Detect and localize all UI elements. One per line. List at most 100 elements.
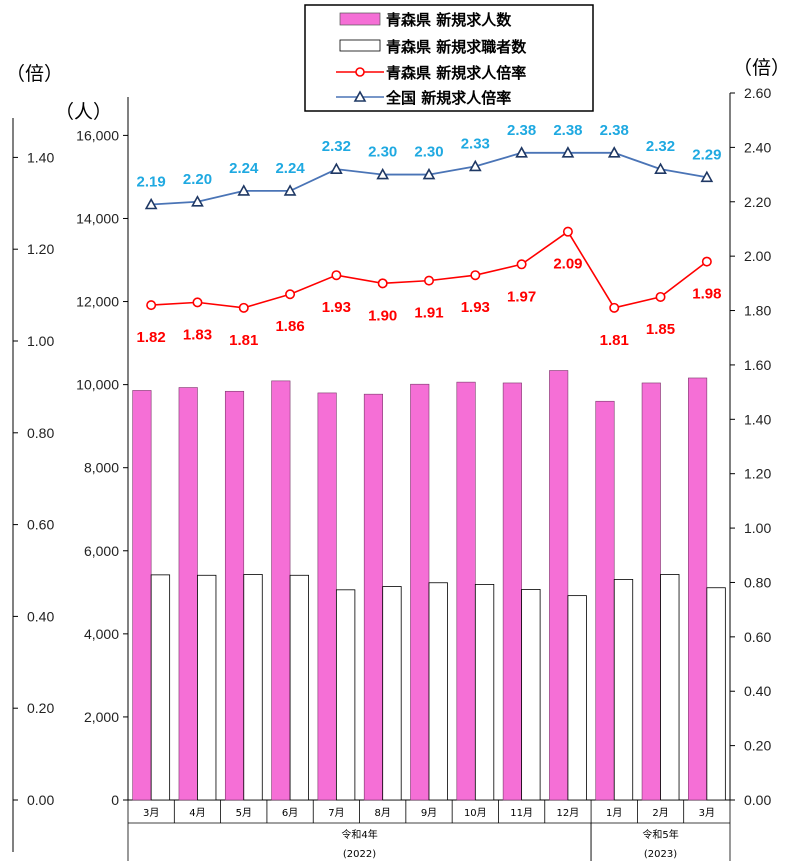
legend-label-job-openings: 青森県 新規求人数 — [386, 11, 512, 29]
marker-national-ratio — [654, 162, 667, 174]
people-tick-label: 0 — [111, 792, 119, 808]
right-ratio-tick-label: 0.80 — [744, 574, 771, 590]
left-outer-tick-label: 0.20 — [27, 700, 54, 716]
marker-national-ratio — [422, 167, 436, 180]
category-label: 9月 — [421, 807, 437, 819]
bar-job-openings — [317, 392, 337, 801]
category-label: 11月 — [510, 807, 533, 819]
bar-job-seekers — [706, 587, 726, 801]
legend: 青森県 新規求人数 青森県 新規求職者数 青森県 新規求人倍率 全国 新規求人倍… — [304, 4, 594, 112]
data-label-national-ratio: 2.24 — [229, 160, 259, 177]
year-group-sublabel: (2022) — [343, 849, 376, 860]
marker-aomori-ratio — [516, 259, 527, 270]
left-outer-tick-label: 0.80 — [27, 425, 54, 441]
people-tick-label: 8,000 — [84, 460, 119, 476]
data-label-aomori-ratio: 1.93 — [461, 299, 490, 316]
people-tick-label: 16,000 — [76, 127, 119, 143]
legend-swatch-job-openings — [339, 12, 381, 26]
marker-aomori-ratio — [470, 270, 481, 281]
data-label-national-ratio: 2.33 — [461, 135, 490, 152]
bar-job-seekers — [243, 574, 263, 801]
marker-national-ratio — [561, 146, 575, 158]
category-label: 3月 — [699, 807, 715, 819]
marker-aomori-ratio — [562, 226, 573, 237]
people-tick-label: 10,000 — [76, 377, 119, 393]
marker-national-ratio — [330, 162, 343, 174]
data-label-aomori-ratio: 1.97 — [507, 288, 536, 305]
data-label-national-ratio: 2.32 — [646, 138, 675, 155]
marker-national-ratio — [700, 170, 714, 183]
marker-aomori-ratio — [192, 297, 203, 308]
legend-marker-national-ratio — [353, 90, 367, 102]
category-label: 12月 — [557, 807, 580, 819]
legend-swatch-job-seekers — [339, 39, 381, 52]
marker-aomori-ratio — [423, 275, 434, 286]
marker-national-ratio — [144, 197, 158, 210]
marker-national-ratio — [607, 146, 621, 158]
bar-job-seekers — [428, 582, 448, 801]
right-ratio-tick-label: 0.20 — [744, 738, 771, 754]
category-label: 2月 — [652, 807, 668, 819]
marker-aomori-ratio — [238, 302, 249, 313]
data-label-national-ratio: 2.30 — [368, 144, 397, 161]
bar-job-openings — [363, 393, 383, 801]
data-label-national-ratio: 2.38 — [600, 122, 629, 139]
marker-aomori-ratio — [377, 278, 388, 289]
right-ratio-tick-label: 2.40 — [744, 139, 771, 155]
marker-national-ratio — [515, 146, 528, 158]
bar-job-openings — [456, 381, 476, 801]
year-group-label: 令和5年 — [642, 828, 678, 841]
bar-job-seekers — [474, 584, 495, 801]
data-label-national-ratio: 2.38 — [553, 122, 582, 139]
year-group-label: 令和4年 — [341, 828, 377, 841]
marker-national-ratio — [191, 195, 204, 207]
right-ratio-tick-label: 0.40 — [744, 683, 771, 699]
category-label: 6月 — [282, 807, 298, 819]
bar-job-openings — [224, 390, 245, 801]
category-label: 8月 — [375, 807, 391, 819]
left-outer-unit-label: （倍） — [6, 63, 63, 85]
right-ratio-tick-label: 0.00 — [744, 792, 771, 808]
marker-aomori-ratio — [331, 270, 342, 281]
left-outer-tick-label: 0.60 — [27, 517, 54, 533]
right-ratio-tick-label: 1.40 — [744, 411, 771, 427]
right-ratio-tick-label: 1.20 — [744, 466, 771, 482]
right-unit-label: （倍） — [733, 57, 790, 79]
data-label-aomori-ratio: 1.93 — [322, 299, 351, 316]
left-outer-tick-label: 1.20 — [27, 241, 54, 257]
bar-job-seekers — [382, 586, 402, 801]
people-tick-label: 4,000 — [84, 626, 119, 642]
marker-aomori-ratio — [701, 256, 712, 267]
data-label-aomori-ratio: 1.81 — [229, 332, 258, 349]
bar-job-seekers — [613, 579, 634, 801]
bar-job-openings — [688, 377, 708, 801]
bar-job-seekers — [521, 589, 541, 801]
right-ratio-tick-label: 1.60 — [744, 357, 771, 373]
data-label-aomori-ratio: 1.83 — [183, 326, 212, 343]
data-label-aomori-ratio: 1.85 — [646, 321, 675, 338]
category-label: 3月 — [143, 807, 159, 819]
legend-label-job-seekers: 青森県 新規求職者数 — [386, 38, 527, 56]
right-ratio-tick-label: 1.80 — [744, 303, 771, 319]
category-label: 7月 — [328, 807, 344, 819]
category-label: 5月 — [236, 807, 252, 819]
data-label-aomori-ratio: 1.98 — [692, 286, 721, 303]
left-outer-tick-label: 0.40 — [27, 608, 54, 624]
legend-label-aomori-ratio: 青森県 新規求人倍率 — [386, 64, 526, 82]
bar-job-openings — [410, 383, 430, 801]
data-label-aomori-ratio: 1.81 — [600, 332, 629, 349]
right-ratio-tick-label: 1.00 — [744, 520, 771, 536]
data-label-national-ratio: 2.29 — [692, 146, 721, 163]
bar-job-openings — [641, 382, 661, 801]
people-tick-label: 14,000 — [76, 210, 119, 226]
bar-job-seekers — [150, 574, 171, 801]
bar-job-seekers — [660, 574, 680, 801]
right-ratio-tick-label: 2.20 — [744, 194, 771, 210]
data-label-aomori-ratio: 1.86 — [275, 318, 304, 335]
right-ratio-tick-label: 2.60 — [744, 85, 771, 101]
right-ratio-tick-label: 2.00 — [744, 248, 771, 264]
people-unit-label: （人） — [55, 101, 112, 123]
data-label-national-ratio: 2.30 — [414, 144, 443, 161]
marker-aomori-ratio — [285, 289, 296, 300]
